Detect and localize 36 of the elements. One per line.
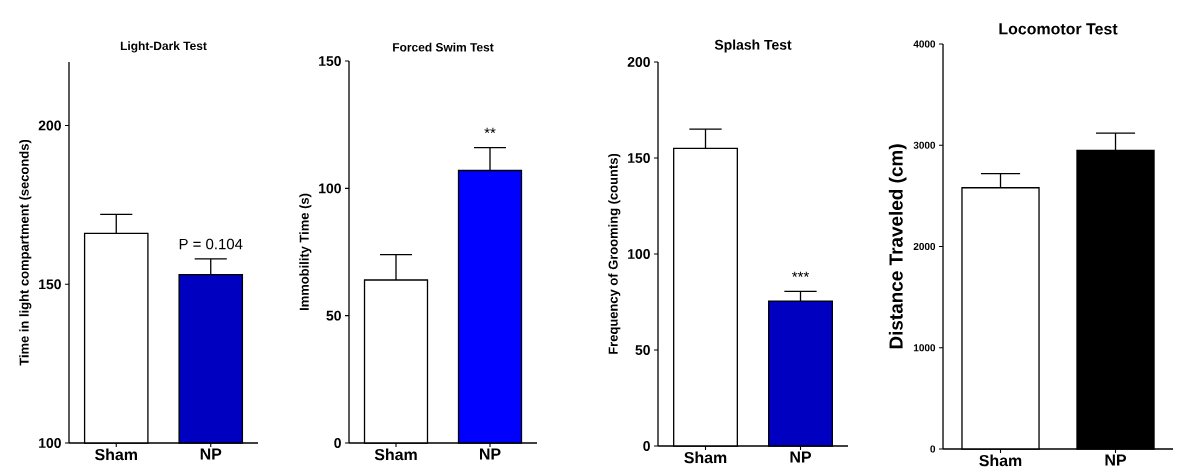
x-tick-label: NP [479,448,501,460]
y-tick-label: 150 [319,56,341,66]
y-tick-label: 0 [334,438,341,448]
y-tick-label: 50 [326,310,341,321]
x-tick-label: NP [200,448,222,460]
y-axis-title: Frequency of Grooming (counts) [608,153,621,354]
y-tick-label: 0 [643,441,650,451]
chart-title: Light-Dark Test [120,41,207,53]
y-tick-label: 150 [628,153,650,163]
y-axis-title: Time in light compartment (seconds) [19,139,32,366]
y-tick-label: 1000 [913,344,936,352]
y-tick-label: 0 [930,445,936,453]
y-tick-label: 3000 [913,141,936,149]
x-tick-label: NP [790,451,812,463]
annotation: ** [484,127,496,134]
chart-title: Splash Test [714,39,792,53]
annotation: *** [792,271,809,277]
y-tick-label: 2000 [913,242,936,251]
y-tick-label: 4000 [913,40,936,48]
y-axis-title: Distance Traveled (cm) [888,144,907,349]
x-tick-label: Sham [979,454,1022,467]
x-tick-label: Sham [684,451,727,464]
x-tick-label: Sham [95,448,137,461]
chart-title: Locomotor Test [999,23,1118,35]
y-tick-label: 150 [39,279,61,290]
x-tick-label: NP [1105,454,1127,466]
y-tick-label: 100 [39,438,61,448]
x-tick-label: Sham [374,448,417,461]
y-tick-label: 100 [319,183,341,194]
chart-title: Forced Swim Test [393,42,494,52]
y-axis-title: Immobility Time (s) [299,193,312,311]
y-tick-label: 100 [628,249,650,259]
annotation: P = 0.104 [179,238,243,250]
y-tick-label: 200 [38,120,61,131]
y-tick-label: 50 [635,345,650,355]
y-tick-label: 200 [627,57,650,67]
